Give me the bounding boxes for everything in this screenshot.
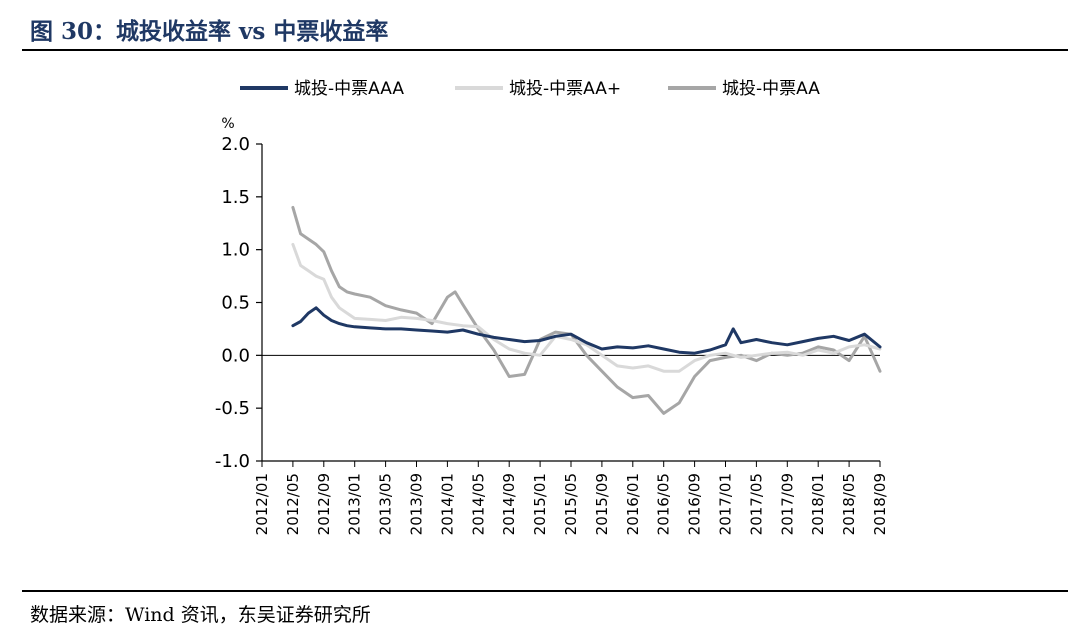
y-tick-label: 1.5 <box>221 187 250 208</box>
y-unit-label: % <box>221 116 234 132</box>
legend-label-1: 城投-中票AAA <box>294 79 404 99</box>
x-tick-label: 2015/05 <box>562 473 580 535</box>
x-tick-label: 2015/09 <box>593 473 611 535</box>
x-tick-label: 2018/01 <box>809 473 827 535</box>
x-tick-label: 2013/05 <box>377 473 395 535</box>
legend-label-3: 城投-中票AA <box>722 79 820 99</box>
x-tick-label: 2017/09 <box>778 473 796 535</box>
x-tick-label: 2012/01 <box>253 473 271 535</box>
x-tick-label: 2018/05 <box>840 473 858 535</box>
chart-title: 图 30：城投收益率 vs 中票收益率 <box>30 18 389 45</box>
x-tick-label: 2018/09 <box>871 473 889 535</box>
x-tick-label: 2013/09 <box>408 473 426 535</box>
bottom-rule <box>22 590 1068 592</box>
legend: 城投-中票AAA 城投-中票AA+ 城投-中票AA <box>240 79 820 99</box>
x-tick-label: 2015/01 <box>531 473 549 535</box>
x-tick-label: 2012/05 <box>284 473 302 535</box>
y-tick-label: 0.5 <box>221 293 250 314</box>
x-tick-label: 2014/01 <box>438 473 456 535</box>
series-line-2 <box>291 242 882 373</box>
x-tick-label: 2017/01 <box>717 473 735 535</box>
x-axis: 2012/01 2012/05 2012/09 2013/01 2013/05 2013/… <box>253 460 889 535</box>
source-note: 数据来源：Wind 资讯，东吴证券研究所 <box>30 604 371 626</box>
series-line-1 <box>291 306 882 355</box>
x-tick-label: 2012/09 <box>315 473 333 535</box>
y-tick-label: 2.0 <box>221 134 250 155</box>
y-tick-label: -1.0 <box>215 451 250 472</box>
x-tick-label: 2014/05 <box>469 473 487 535</box>
chart-canvas: 城投-中票AAA 城投-中票AA+ 城投-中票AA % 2.0 1.5 1.0 0.5 0.… <box>215 79 889 535</box>
y-tick-label: 0.0 <box>221 345 250 366</box>
legend-label-2: 城投-中票AA+ <box>509 79 621 99</box>
top-rule <box>22 49 1068 51</box>
series-group <box>291 205 882 415</box>
y-tick-label: 1.0 <box>221 240 250 261</box>
x-tick-label: 2013/01 <box>346 473 364 535</box>
x-tick-label: 2014/09 <box>500 473 518 535</box>
series-line-3 <box>291 205 882 415</box>
x-tick-label: 2016/09 <box>686 473 704 535</box>
y-tick-label: -0.5 <box>215 398 250 419</box>
x-tick-label: 2016/05 <box>655 473 673 535</box>
y-axis: 2.0 1.5 1.0 0.5 0.0 -0.5 -1.0 <box>215 134 263 472</box>
x-tick-label: 2017/05 <box>747 473 765 535</box>
x-tick-label: 2016/01 <box>624 473 642 535</box>
